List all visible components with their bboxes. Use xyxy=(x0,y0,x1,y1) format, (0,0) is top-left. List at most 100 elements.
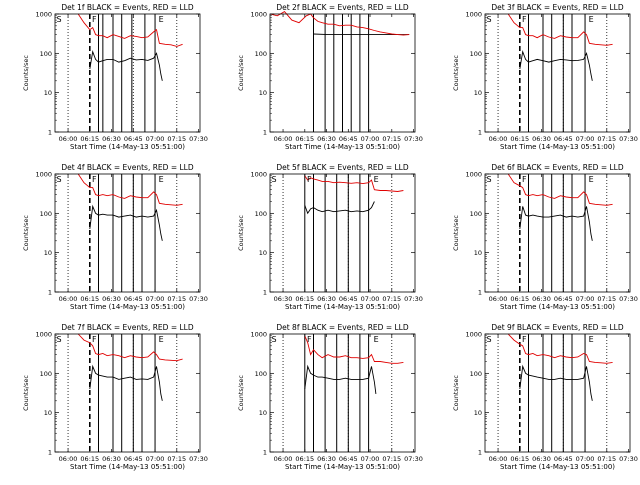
x-tick-label: 06:00 xyxy=(59,295,78,303)
x-tick-label: 07:30 xyxy=(189,295,208,303)
x-tick-label: 07:00 xyxy=(576,455,595,463)
x-tick-label: 07:15 xyxy=(167,455,186,463)
series-line-black xyxy=(89,49,163,81)
x-tick-label: 06:45 xyxy=(554,295,573,303)
x-tick-label: 06:15 xyxy=(80,135,99,143)
flag-label: S xyxy=(486,335,491,344)
flag-label: S xyxy=(486,15,491,24)
x-tick-label: 06:30 xyxy=(317,295,336,303)
x-tick-label: 07:00 xyxy=(361,135,380,143)
x-tick-label: 07:00 xyxy=(576,135,595,143)
series-line-black xyxy=(519,364,593,401)
x-tick-label: 06:45 xyxy=(339,455,358,463)
plot-frame xyxy=(54,173,201,293)
plot-frame xyxy=(54,13,201,133)
x-tick-label: 07:15 xyxy=(382,135,401,143)
flag-label: S xyxy=(271,335,276,344)
x-tick-label: 06:15 xyxy=(295,295,314,303)
y-tick-label: 10 xyxy=(474,89,482,97)
flag-label: F xyxy=(92,175,97,184)
y-tick-label: 1000 xyxy=(465,331,482,339)
y-tick-label: 100 xyxy=(470,210,482,218)
y-axis-label: Counts/sec xyxy=(237,215,245,251)
y-tick-label: 1 xyxy=(48,449,52,457)
flag-label: F xyxy=(522,15,527,24)
x-axis-label: Start Time (14-May-13 05:51:00) xyxy=(285,463,400,471)
x-tick-label: 06:30 xyxy=(274,295,293,303)
flag-label: E xyxy=(589,15,594,24)
y-tick-label: 10 xyxy=(44,409,52,417)
series-line-black xyxy=(519,49,593,81)
x-tick-label: 06:00 xyxy=(489,455,508,463)
flag-label: E xyxy=(589,175,594,184)
y-tick-label: 1000 xyxy=(35,171,52,179)
x-tick-label: 06:00 xyxy=(274,135,293,143)
y-tick-label: 100 xyxy=(40,210,52,218)
flag-label: F xyxy=(92,15,97,24)
flag-label: F xyxy=(307,335,312,344)
flag-label: E xyxy=(159,15,164,24)
y-tick-label: 1000 xyxy=(465,11,482,19)
x-tick-label: 06:30 xyxy=(317,135,336,143)
panel-title: Det 9f BLACK = Events, RED = LLD xyxy=(491,323,624,332)
x-tick-label: 07:30 xyxy=(404,295,423,303)
x-tick-label: 07:15 xyxy=(382,295,401,303)
series-line-red xyxy=(77,333,183,362)
series-line-black xyxy=(89,364,163,401)
x-tick-label: 06:15 xyxy=(510,135,529,143)
x-tick-label: 07:00 xyxy=(146,295,165,303)
y-tick-label: 10 xyxy=(474,409,482,417)
x-axis-label: Start Time (14-May-13 05:51:00) xyxy=(70,143,185,151)
panel-title: Det 7f BLACK = Events, RED = LLD xyxy=(61,323,194,332)
x-tick-label: 06:45 xyxy=(124,455,143,463)
panel-title: Det 1f BLACK = Events, RED = LLD xyxy=(61,3,194,12)
flag-label: S xyxy=(56,175,61,184)
x-tick-label: 06:45 xyxy=(554,135,573,143)
plot-frame xyxy=(269,333,416,453)
y-axis-label: Counts/sec xyxy=(237,55,245,91)
y-tick-label: 1 xyxy=(478,289,482,297)
flag-label: F xyxy=(522,335,527,344)
plot-frame xyxy=(484,173,631,293)
x-axis-label: Start Time (14-May-13 05:51:00) xyxy=(285,303,400,311)
y-tick-label: 100 xyxy=(255,370,267,378)
panel-title: Det 4f BLACK = Events, RED = LLD xyxy=(61,163,194,172)
x-tick-label: 07:30 xyxy=(189,455,208,463)
flag-label: F xyxy=(522,175,527,184)
y-tick-label: 1000 xyxy=(250,171,267,179)
x-tick-label: 06:00 xyxy=(59,455,78,463)
x-tick-label: 07:30 xyxy=(619,455,638,463)
x-tick-label: 06:30 xyxy=(102,295,121,303)
flag-label: E xyxy=(374,175,379,184)
flag-label: S xyxy=(271,175,276,184)
plot-frame xyxy=(269,173,416,293)
flag-label: E xyxy=(589,335,594,344)
x-tick-label: 07:15 xyxy=(167,295,186,303)
y-axis-label: Counts/sec xyxy=(452,55,460,91)
x-axis-label: Start Time (14-May-13 05:51:00) xyxy=(285,143,400,151)
y-axis-label: Counts/sec xyxy=(22,55,30,91)
x-tick-label: 06:15 xyxy=(80,295,99,303)
x-tick-label: 06:15 xyxy=(295,455,314,463)
series-line-red xyxy=(507,13,613,46)
y-tick-label: 10 xyxy=(259,249,267,257)
y-tick-label: 1 xyxy=(48,289,52,297)
series-line-black xyxy=(304,201,375,215)
y-tick-label: 1 xyxy=(48,129,52,137)
y-tick-label: 1000 xyxy=(250,11,267,19)
y-axis-label: Counts/sec xyxy=(452,215,460,251)
x-tick-label: 07:15 xyxy=(597,455,616,463)
x-tick-label: 06:00 xyxy=(489,135,508,143)
x-tick-label: 07:00 xyxy=(361,295,380,303)
x-tick-label: 06:45 xyxy=(124,135,143,143)
y-tick-label: 1 xyxy=(263,289,267,297)
x-tick-label: 07:15 xyxy=(597,295,616,303)
y-axis-label: Counts/sec xyxy=(22,375,30,411)
